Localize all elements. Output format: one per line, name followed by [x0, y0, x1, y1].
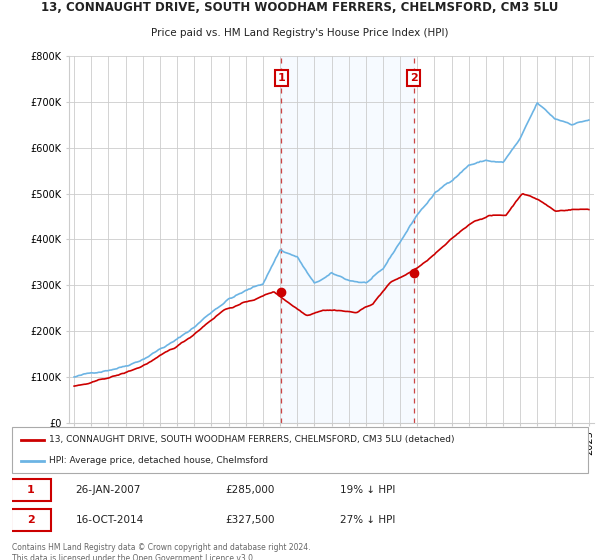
Text: 2: 2: [410, 73, 418, 83]
Text: 13, CONNAUGHT DRIVE, SOUTH WOODHAM FERRERS, CHELMSFORD, CM3 5LU (detached): 13, CONNAUGHT DRIVE, SOUTH WOODHAM FERRE…: [49, 435, 455, 444]
Text: 13, CONNAUGHT DRIVE, SOUTH WOODHAM FERRERS, CHELMSFORD, CM3 5LU: 13, CONNAUGHT DRIVE, SOUTH WOODHAM FERRE…: [41, 1, 559, 14]
Text: 27% ↓ HPI: 27% ↓ HPI: [340, 515, 395, 525]
Text: HPI: Average price, detached house, Chelmsford: HPI: Average price, detached house, Chel…: [49, 456, 269, 465]
FancyBboxPatch shape: [11, 479, 51, 501]
Text: Contains HM Land Registry data © Crown copyright and database right 2024.
This d: Contains HM Land Registry data © Crown c…: [12, 543, 311, 560]
Text: 2: 2: [27, 515, 35, 525]
Text: 16-OCT-2014: 16-OCT-2014: [76, 515, 143, 525]
Text: 1: 1: [27, 484, 35, 494]
Text: 26-JAN-2007: 26-JAN-2007: [76, 484, 141, 494]
Text: 1: 1: [277, 73, 285, 83]
Text: Price paid vs. HM Land Registry's House Price Index (HPI): Price paid vs. HM Land Registry's House …: [151, 27, 449, 38]
Bar: [281, 56, 413, 423]
FancyBboxPatch shape: [12, 427, 588, 473]
Text: 19% ↓ HPI: 19% ↓ HPI: [340, 484, 395, 494]
Text: £285,000: £285,000: [225, 484, 274, 494]
FancyBboxPatch shape: [11, 510, 51, 531]
Text: £327,500: £327,500: [225, 515, 275, 525]
